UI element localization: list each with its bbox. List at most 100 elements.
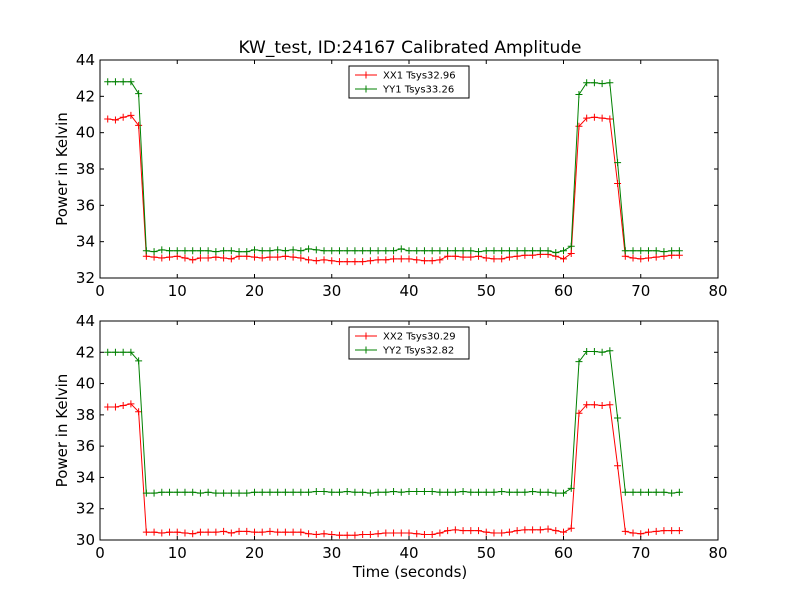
data-point: [475, 527, 483, 535]
data-point: [320, 530, 328, 538]
data-point: [382, 247, 390, 255]
data-point: [127, 400, 135, 408]
data-point: [513, 247, 521, 255]
data-point: [536, 526, 544, 534]
data-point: [328, 247, 336, 255]
data-point: [606, 115, 614, 123]
data-point: [289, 246, 297, 254]
data-point: [289, 488, 297, 496]
data-point: [652, 247, 660, 255]
data-point: [637, 247, 645, 255]
data-point: [606, 347, 614, 355]
data-point: [258, 254, 266, 262]
data-point: [482, 528, 490, 536]
y-tick-label: 38: [76, 406, 95, 424]
y-tick-label: 34: [76, 233, 95, 251]
data-point: [305, 530, 313, 538]
data-point: [366, 247, 374, 255]
data-point: [590, 79, 598, 87]
data-point: [575, 358, 583, 366]
data-point: [482, 247, 490, 255]
data-point: [328, 488, 336, 496]
data-point: [343, 488, 351, 496]
data-point: [135, 357, 143, 365]
data-point: [343, 531, 351, 539]
data-point: [297, 488, 305, 496]
data-point: [220, 527, 228, 535]
data-point: [668, 489, 676, 497]
data-point: [552, 527, 560, 535]
data-point: [173, 488, 181, 496]
data-point: [119, 401, 127, 409]
data-point: [660, 488, 668, 496]
data-point: [181, 247, 189, 255]
data-point: [204, 528, 212, 536]
data-point: [235, 248, 243, 256]
data-point: [467, 247, 475, 255]
x-axis-label: Time (seconds): [352, 563, 468, 581]
data-point: [181, 254, 189, 262]
x-tick-label: 10: [168, 282, 187, 300]
data-point: [660, 527, 668, 535]
data-point: [390, 255, 398, 263]
data-point: [166, 253, 174, 261]
data-point: [467, 253, 475, 261]
data-point: [621, 488, 629, 496]
x-tick-label: 50: [477, 544, 496, 562]
data-point: [212, 248, 220, 256]
data-point: [227, 255, 235, 263]
data-point: [583, 114, 591, 122]
data-point: [598, 401, 606, 409]
y-axis-label: Power in Kelvin: [53, 374, 71, 488]
data-point: [351, 247, 359, 255]
data-point: [173, 528, 181, 536]
data-point: [382, 529, 390, 537]
data-point: [560, 489, 567, 497]
data-point: [374, 488, 382, 496]
data-point: [258, 528, 266, 536]
y-tick-label: 38: [76, 160, 95, 178]
data-point: [150, 248, 158, 256]
data-point: [335, 258, 343, 266]
y-tick-label: 36: [76, 437, 95, 455]
data-point: [467, 527, 475, 535]
data-point: [498, 529, 506, 537]
data-point: [413, 256, 421, 264]
data-point: [343, 247, 351, 255]
data-point: [305, 256, 313, 264]
data-point: [490, 247, 498, 255]
data-point: [505, 253, 513, 261]
y-tick-label: 30: [76, 531, 95, 549]
x-tick-label: 60: [554, 282, 573, 300]
data-point: [119, 348, 127, 356]
data-point: [505, 528, 513, 536]
data-point: [266, 527, 274, 535]
data-point: [521, 526, 529, 534]
data-point: [567, 249, 575, 257]
data-point: [351, 258, 359, 266]
data-point: [181, 488, 189, 496]
data-point: [320, 256, 328, 264]
data-point: [382, 488, 390, 496]
legend-box: [348, 326, 470, 360]
data-point: [189, 256, 197, 264]
data-point: [598, 348, 606, 356]
data-point: [251, 528, 258, 536]
data-point: [320, 247, 328, 255]
legend-marker: [362, 71, 370, 79]
series-2: [104, 78, 683, 257]
data-point: [420, 531, 428, 539]
x-tick-label: 40: [399, 544, 418, 562]
data-point: [335, 247, 343, 255]
x-tick-label: 20: [245, 282, 264, 300]
y-tick-label: 32: [76, 500, 95, 518]
data-point: [281, 528, 289, 536]
data-point: [652, 527, 660, 535]
data-point: [158, 488, 166, 496]
data-point: [274, 246, 282, 254]
data-point: [366, 489, 374, 497]
data-point: [498, 255, 506, 263]
data-point: [312, 488, 320, 496]
data-point: [204, 247, 212, 255]
